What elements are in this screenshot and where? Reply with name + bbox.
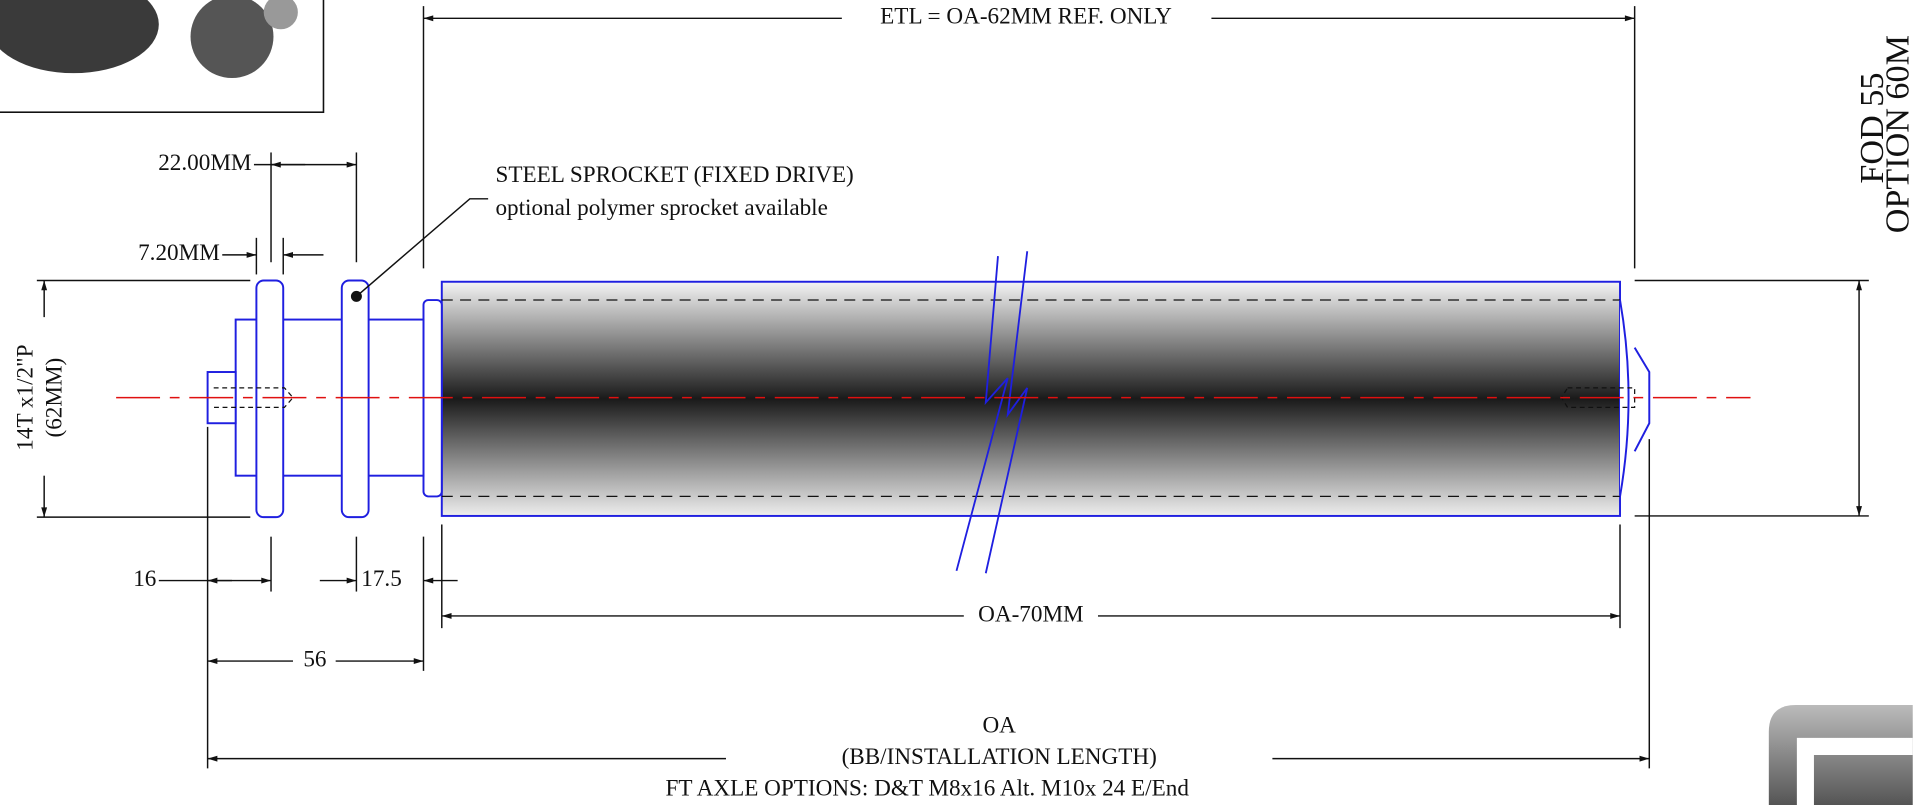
callout-note: optional polymer sprocket available <box>495 195 827 221</box>
dim-label: 22.00MM <box>158 150 251 176</box>
dim-label: (62MM) <box>42 358 68 438</box>
logo-mark <box>1796 737 1913 805</box>
oa-note: (BB/INSTALLATION LENGTH) <box>842 744 1157 770</box>
photo <box>0 0 325 114</box>
etl-label: ETL = OA-62MM REF. ONLY <box>880 4 1172 30</box>
dim-label: OA-70MM <box>978 601 1084 627</box>
option-label: OPTION 60M <box>1879 35 1913 233</box>
dim-label: 7.20MM <box>138 240 220 266</box>
dim-label: 17.5 <box>361 566 402 592</box>
dim-label: 56 <box>303 646 326 672</box>
axle-options: FT AXLE OPTIONS: D&T M8x16 Alt. M10x 24 … <box>666 776 1190 802</box>
fod-label: FOD 55 <box>1854 73 1891 184</box>
oa-label: OA <box>982 712 1016 738</box>
callout-title: STEEL SPROCKET (FIXED DRIVE) <box>495 162 853 188</box>
dim-label: 16 <box>133 566 156 592</box>
dimension-lines <box>36 6 1869 769</box>
roller <box>116 198 1751 574</box>
dim-label: 14T x1/2"P <box>12 345 38 451</box>
